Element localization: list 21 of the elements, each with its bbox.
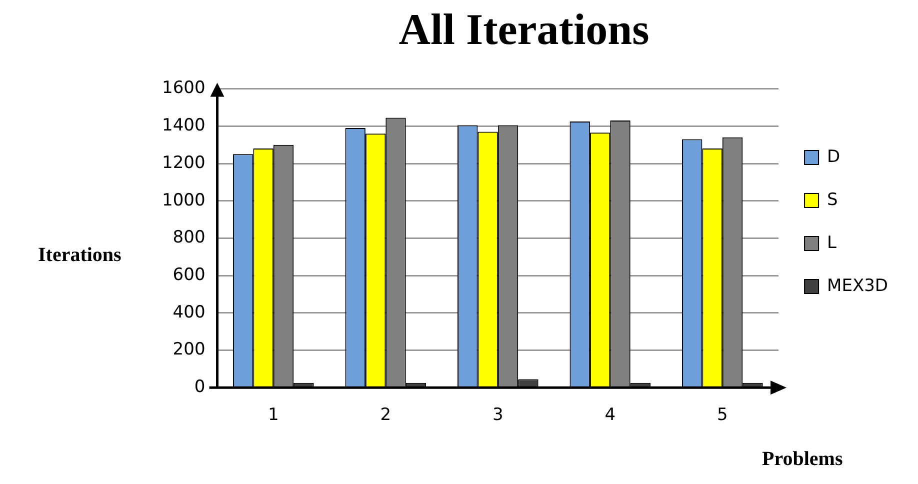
legend-label: S bbox=[827, 190, 838, 210]
y-tick-label: 1600 bbox=[162, 78, 206, 98]
legend-label: MEX3D bbox=[827, 276, 888, 296]
y-tick-label: 1000 bbox=[162, 190, 206, 210]
y-tick-label: 200 bbox=[172, 340, 206, 360]
x-tick-label: 2 bbox=[380, 405, 392, 426]
x-tick-label: 4 bbox=[604, 405, 616, 426]
y-tick-label: 400 bbox=[172, 302, 206, 322]
y-axis-title: Iterations bbox=[38, 244, 122, 267]
y-tick-label: 600 bbox=[172, 264, 206, 285]
x-tick-label: 1 bbox=[268, 405, 279, 426]
y-tick-label: 800 bbox=[172, 228, 206, 248]
y-tick-label: 0 bbox=[194, 377, 206, 398]
chart-title: All Iterations bbox=[398, 4, 650, 54]
x-axis-title: Problems bbox=[762, 448, 843, 471]
legend-label: D bbox=[827, 146, 840, 167]
x-tick-label: 3 bbox=[492, 405, 504, 426]
y-tick-label: 1200 bbox=[162, 152, 206, 173]
y-tick-label: 1400 bbox=[162, 116, 206, 136]
x-tick-label: 5 bbox=[716, 405, 728, 426]
legend-label: L bbox=[827, 232, 838, 253]
